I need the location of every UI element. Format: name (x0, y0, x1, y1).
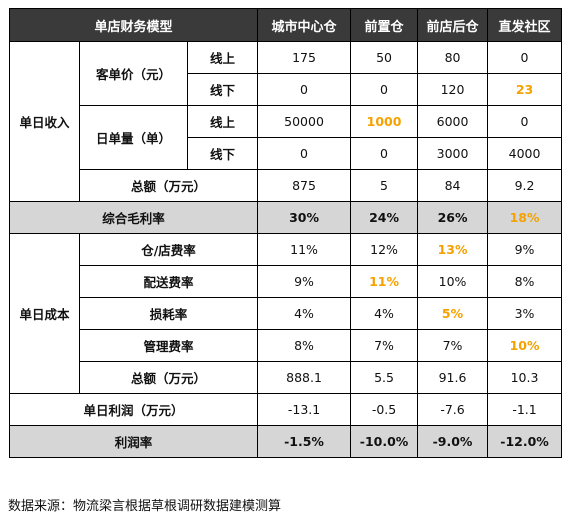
table-row: 日单量（单） 线上 50000 1000 6000 0 (10, 105, 563, 170)
revenue-total-label: 总额（万元） (78, 169, 259, 202)
table-row: 管理费率 8% 7% 7% 10% (10, 329, 563, 362)
table-cell: 9% (487, 233, 563, 266)
table-cell-highlight: 18% (487, 201, 563, 234)
table-cell-highlight: 5% (417, 297, 489, 330)
table-cell-highlight: 1000 (350, 105, 419, 138)
header-front-warehouse: 前置仓 (350, 8, 419, 42)
table-cell-highlight: 13% (417, 233, 489, 266)
table-cell-highlight: 10% (487, 329, 563, 362)
gross-margin-label: 综合毛利率 (8, 201, 259, 234)
table-cell: 3% (487, 297, 563, 330)
table-cell: -9.0% (417, 425, 489, 458)
cost-row-label: 管理费率 (78, 329, 259, 362)
channel-offline: 线下 (186, 73, 259, 106)
section-revenue: 单日收入 (9, 41, 80, 202)
cost-total-label: 总额（万元） (78, 361, 259, 394)
table-cell: 8% (487, 265, 563, 298)
profit-rate-label: 利润率 (8, 425, 259, 458)
table-cell: 30% (257, 201, 352, 234)
table-row: 配送费率 9% 11% 10% 8% (10, 265, 563, 298)
table-cell: 5 (350, 169, 419, 202)
table-cell: 4000 (487, 137, 563, 170)
table-row: 单日收入 客单价（元） 线上 175 50 80 0 (9, 41, 563, 202)
table-cell: 9% (257, 265, 352, 298)
table-cell: 6000 (417, 105, 489, 138)
table-cell: 4% (257, 297, 352, 330)
table-cell: 7% (350, 329, 419, 362)
table-cell: 3000 (417, 137, 489, 170)
table-cell: 10.3 (487, 361, 563, 394)
table-cell: 5.5 (350, 361, 419, 394)
table-cell: 24% (350, 201, 419, 234)
table-cell: 11% (257, 233, 352, 266)
table-row: 总额（万元） 875 5 84 9.2 (10, 169, 563, 202)
table-cell: -1.5% (257, 425, 352, 458)
table-row: 线下 0 0 120 23 (10, 73, 563, 106)
table-row: 单日利润（万元） -13.1 -0.5 -7.6 -1.1 (8, 393, 563, 426)
table-cell: -0.5 (350, 393, 419, 426)
table-cell: 120 (417, 73, 489, 106)
table-cell: 10% (417, 265, 489, 298)
header-model: 单店财务模型 (8, 8, 259, 42)
table-cell: -12.0% (487, 425, 563, 458)
cost-row-label: 仓/店费率 (78, 233, 259, 266)
orders-label: 日单量（单） (79, 105, 188, 170)
table-cell: 26% (417, 201, 489, 234)
table-row: 总额（万元） 888.1 5.5 91.6 10.3 (10, 361, 563, 394)
table-cell: 0 (487, 41, 563, 74)
table-cell: -7.6 (417, 393, 489, 426)
table-cell: -10.0% (350, 425, 419, 458)
table-row: 单日成本 仓/店费率 11% 12% 13% 9% (9, 233, 563, 394)
table-cell: 12% (350, 233, 419, 266)
table-header-row: 单店财务模型 城市中心仓 前置仓 前店后仓 直发社区 (8, 8, 563, 42)
cost-row-label: 损耗率 (78, 297, 259, 330)
table-cell: 4% (350, 297, 419, 330)
header-store-warehouse: 前店后仓 (417, 8, 489, 42)
table-row: 综合毛利率 30% 24% 26% 18% (8, 201, 563, 234)
table-cell: 0 (487, 105, 563, 138)
table-cell: 91.6 (417, 361, 489, 394)
table-cell: 0 (257, 73, 352, 106)
aov-label: 客单价（元） (79, 41, 188, 106)
table-row: 利润率 -1.5% -10.0% -9.0% -12.0% (8, 425, 563, 458)
header-city-warehouse: 城市中心仓 (257, 8, 352, 42)
table-cell: 50000 (257, 105, 352, 138)
table-cell: 175 (257, 41, 352, 74)
cost-row-label: 配送费率 (78, 265, 259, 298)
table-cell: 0 (350, 73, 419, 106)
financial-model-table: 单店财务模型 城市中心仓 前置仓 前店后仓 直发社区 单日收入 客单价（元） 线… (8, 8, 563, 458)
table-cell: 50 (350, 41, 419, 74)
table-row: 损耗率 4% 4% 5% 3% (10, 297, 563, 330)
daily-profit-label: 单日利润（万元） (8, 393, 259, 426)
table-cell: 0 (257, 137, 352, 170)
table-cell: 80 (417, 41, 489, 74)
table-cell: 8% (257, 329, 352, 362)
section-cost: 单日成本 (9, 233, 80, 394)
table-cell: 7% (417, 329, 489, 362)
table-cell: -13.1 (257, 393, 352, 426)
table-cell: -1.1 (487, 393, 563, 426)
table-cell: 9.2 (487, 169, 563, 202)
table-cell: 84 (417, 169, 489, 202)
table-cell: 875 (257, 169, 352, 202)
table-cell-highlight: 23 (487, 73, 563, 106)
table-cell-highlight: 11% (350, 265, 419, 298)
data-source-note: 数据来源：物流梁言根据草根调研数据建模测算 (8, 499, 282, 514)
header-direct-community: 直发社区 (487, 8, 563, 42)
channel-online: 线上 (186, 41, 259, 74)
channel-offline: 线下 (186, 137, 259, 170)
table-cell: 888.1 (257, 361, 352, 394)
channel-online: 线上 (186, 105, 259, 138)
table-cell: 0 (350, 137, 419, 170)
